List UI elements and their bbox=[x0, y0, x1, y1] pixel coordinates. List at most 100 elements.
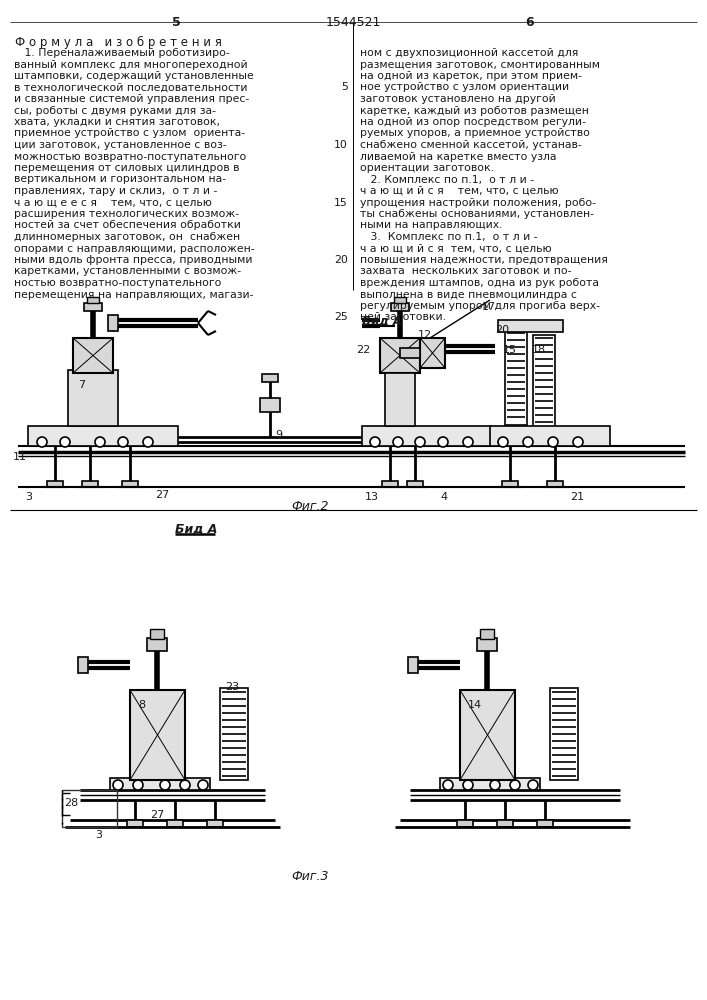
Text: приемное устройство с узлом  ориента-: приемное устройство с узлом ориента- bbox=[14, 128, 245, 138]
Bar bbox=[108, 315, 118, 331]
Bar bbox=[78, 657, 88, 673]
Bar bbox=[87, 297, 99, 303]
Text: 15: 15 bbox=[334, 198, 348, 208]
Text: 17: 17 bbox=[482, 302, 496, 312]
Text: Фиг.2: Фиг.2 bbox=[291, 500, 329, 513]
Circle shape bbox=[133, 780, 143, 790]
Text: 12: 12 bbox=[418, 330, 432, 340]
Text: снабжено сменной кассетой, устанав-: снабжено сменной кассетой, устанав- bbox=[360, 140, 582, 150]
Bar bbox=[28, 426, 178, 446]
Text: 4: 4 bbox=[440, 492, 447, 502]
Circle shape bbox=[510, 780, 520, 790]
Text: ное устройство с узлом ориентации: ное устройство с узлом ориентации bbox=[360, 83, 569, 93]
Bar bbox=[420, 338, 445, 368]
Bar bbox=[147, 638, 167, 651]
Text: 2. Комплекс по п.1,  о т л и -: 2. Комплекс по п.1, о т л и - bbox=[360, 174, 534, 184]
Bar bbox=[220, 688, 248, 780]
Text: 1. Переналаживаемый роботизиро-: 1. Переналаживаемый роботизиро- bbox=[14, 48, 230, 58]
Text: 25: 25 bbox=[334, 312, 348, 322]
Text: опорами с направляющими, расположен-: опорами с направляющими, расположен- bbox=[14, 243, 255, 253]
Text: вертикальном и горизонтальном на-: вертикальном и горизонтальном на- bbox=[14, 174, 226, 184]
Bar bbox=[73, 338, 113, 373]
Text: Бид А: Бид А bbox=[175, 523, 217, 536]
Bar bbox=[122, 481, 138, 487]
Circle shape bbox=[498, 437, 508, 447]
Text: 14: 14 bbox=[468, 700, 482, 710]
Text: 3.  Комплекс по п.1,  о т л и -: 3. Комплекс по п.1, о т л и - bbox=[360, 232, 537, 242]
Bar bbox=[490, 426, 610, 446]
Text: Фиг.3: Фиг.3 bbox=[291, 870, 329, 883]
Text: размещения заготовок, смонтированным: размещения заготовок, смонтированным bbox=[360, 60, 600, 70]
Bar bbox=[480, 629, 494, 639]
Bar bbox=[391, 303, 409, 311]
Text: перемещения от силовых цилиндров в: перемещения от силовых цилиндров в bbox=[14, 163, 240, 173]
Text: 15: 15 bbox=[503, 345, 517, 355]
Text: ч а ю щ и й с я    тем, что, с целью: ч а ю щ и й с я тем, что, с целью bbox=[360, 186, 559, 196]
Bar bbox=[84, 303, 102, 311]
Text: 27: 27 bbox=[155, 490, 169, 500]
Text: 20: 20 bbox=[334, 255, 348, 265]
Text: расширения технологических возмож-: расширения технологических возмож- bbox=[14, 209, 239, 219]
Bar bbox=[408, 657, 418, 673]
Text: ностью возвратно-поступательного: ностью возвратно-поступательного bbox=[14, 278, 221, 288]
Text: каретке, каждый из роботов размещен: каретке, каждый из роботов размещен bbox=[360, 105, 589, 115]
Bar bbox=[460, 690, 515, 780]
Text: можностью возвратно-поступательного: можностью возвратно-поступательного bbox=[14, 151, 246, 161]
Text: захвата  нескольких заготовок и по-: захвата нескольких заготовок и по- bbox=[360, 266, 571, 276]
Text: перемещения на направляющих, магази-: перемещения на направляющих, магази- bbox=[14, 290, 254, 300]
Text: 8: 8 bbox=[138, 700, 145, 710]
Circle shape bbox=[143, 437, 153, 447]
Bar bbox=[262, 374, 278, 382]
Circle shape bbox=[415, 437, 425, 447]
Text: ными на направляющих.: ными на направляющих. bbox=[360, 221, 503, 231]
Bar bbox=[547, 481, 563, 487]
Text: ными вдоль фронта пресса, приводными: ными вдоль фронта пресса, приводными bbox=[14, 255, 252, 265]
Text: правлениях, тару и склиз,  о т л и -: правлениях, тару и склиз, о т л и - bbox=[14, 186, 217, 196]
Text: на одной из кареток, при этом прием-: на одной из кареток, при этом прием- bbox=[360, 71, 582, 81]
Circle shape bbox=[443, 780, 453, 790]
Text: хвата, укладки и снятия заготовок,: хвата, укладки и снятия заготовок, bbox=[14, 117, 220, 127]
Text: ном с двухпозиционной кассетой для: ном с двухпозиционной кассетой для bbox=[360, 48, 578, 58]
Circle shape bbox=[180, 780, 190, 790]
Text: вреждения штампов, одна из рук робота: вреждения штампов, одна из рук робота bbox=[360, 278, 599, 288]
Text: ливаемой на каретке вместо узла: ливаемой на каретке вместо узла bbox=[360, 151, 556, 161]
Text: 13: 13 bbox=[365, 492, 379, 502]
Circle shape bbox=[60, 437, 70, 447]
Text: регулируемым упором для прогиба верх-: регулируемым упором для прогиба верх- bbox=[360, 301, 600, 311]
Text: ч а ю щ е е с я    тем, что, с целью: ч а ю щ е е с я тем, что, с целью bbox=[14, 198, 212, 208]
Text: 7: 7 bbox=[78, 380, 85, 390]
Text: в технологической последовательности: в технологической последовательности bbox=[14, 83, 247, 93]
Bar bbox=[110, 778, 210, 790]
Circle shape bbox=[370, 437, 380, 447]
Text: выполнена в виде пневмоцилиндра с: выполнена в виде пневмоцилиндра с bbox=[360, 290, 577, 300]
Text: сы, роботы с двумя руками для за-: сы, роботы с двумя руками для за- bbox=[14, 105, 216, 115]
Text: 20: 20 bbox=[495, 325, 509, 335]
Text: ориентации заготовок.: ориентации заготовок. bbox=[360, 163, 494, 173]
Text: и связанные системой управления прес-: и связанные системой управления прес- bbox=[14, 94, 250, 104]
Text: 6: 6 bbox=[526, 16, 534, 29]
Bar bbox=[260, 398, 280, 412]
Circle shape bbox=[548, 437, 558, 447]
Text: ностей за счет обеспечения обработки: ностей за счет обеспечения обработки bbox=[14, 221, 241, 231]
Text: заготовок установлено на другой: заготовок установлено на другой bbox=[360, 94, 556, 104]
Bar bbox=[127, 820, 143, 827]
Text: каретками, установленными с возмож-: каретками, установленными с возмож- bbox=[14, 266, 241, 276]
Bar bbox=[400, 348, 420, 358]
Bar bbox=[498, 320, 563, 332]
Circle shape bbox=[490, 780, 500, 790]
Bar bbox=[130, 690, 185, 780]
Circle shape bbox=[160, 780, 170, 790]
Text: штамповки, содержащий установленные: штамповки, содержащий установленные bbox=[14, 71, 254, 81]
Text: 28: 28 bbox=[64, 798, 78, 808]
Circle shape bbox=[573, 437, 583, 447]
Bar bbox=[537, 820, 553, 827]
Text: ванный комплекс для многопереходной: ванный комплекс для многопереходной bbox=[14, 60, 247, 70]
Text: ции заготовок, установленное с воз-: ции заготовок, установленное с воз- bbox=[14, 140, 227, 150]
Text: длинномерных заготовок, он  снабжен: длинномерных заготовок, он снабжен bbox=[14, 232, 240, 242]
Text: повышения надежности, предотвращения: повышения надежности, предотвращения bbox=[360, 255, 608, 265]
Bar bbox=[82, 481, 98, 487]
Text: 11: 11 bbox=[13, 452, 27, 462]
Circle shape bbox=[463, 437, 473, 447]
Bar bbox=[440, 778, 540, 790]
Circle shape bbox=[37, 437, 47, 447]
